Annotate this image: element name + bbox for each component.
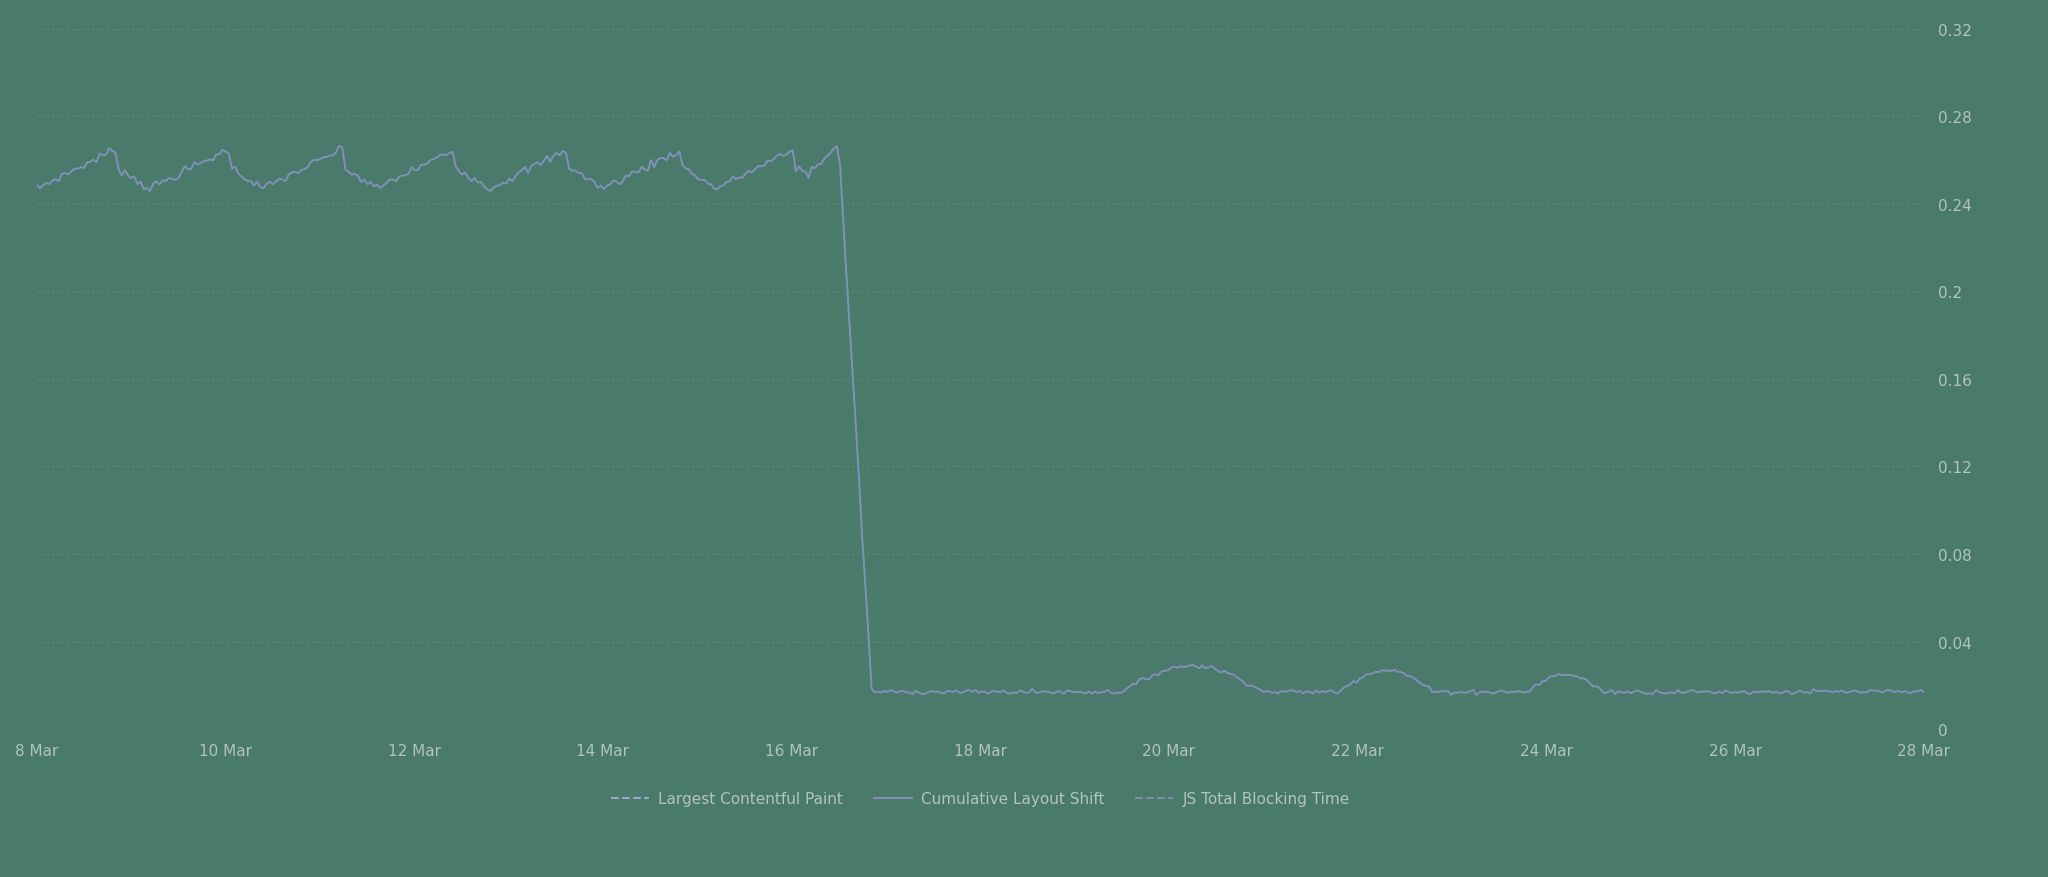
Legend: Largest Contentful Paint, Cumulative Layout Shift, JS Total Blocking Time: Largest Contentful Paint, Cumulative Lay…: [604, 785, 1356, 813]
